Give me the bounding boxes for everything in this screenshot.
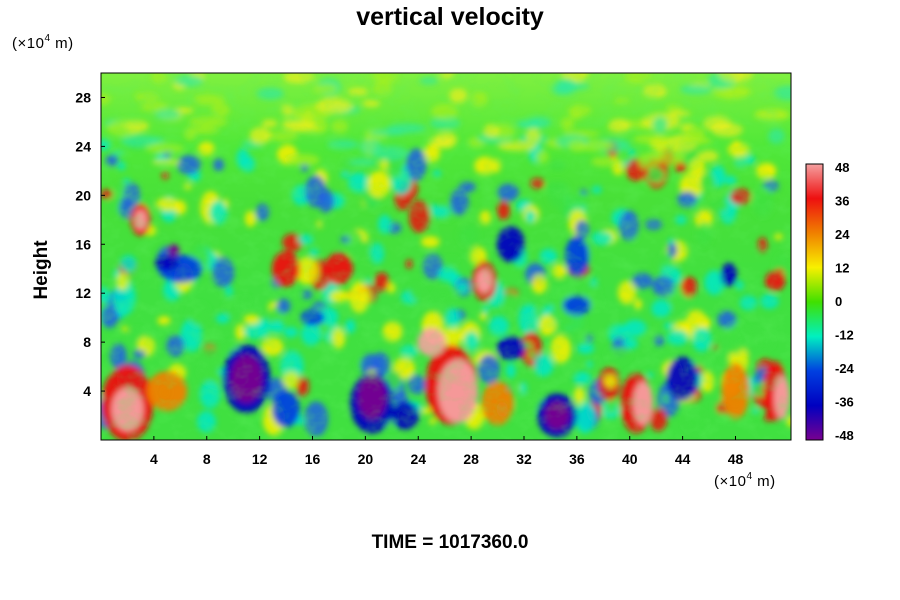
y-tick-label: 8 — [83, 334, 91, 350]
colorbar-label: 24 — [835, 227, 850, 242]
time-label: TIME = 1017360.0 — [371, 532, 529, 553]
chart-title: vertical velocity — [356, 3, 544, 31]
x-axis-unit: (×104 m) — [714, 471, 776, 490]
colorbar-label: 12 — [835, 261, 849, 276]
x-tick-label: 44 — [675, 451, 691, 467]
y-tick-label: 24 — [75, 138, 91, 154]
colorbar-label: -24 — [835, 361, 855, 376]
colorbar-label: -12 — [835, 328, 854, 343]
velocity-field — [101, 73, 791, 440]
y-tick-label: 28 — [75, 89, 91, 105]
colorbar-label: 36 — [835, 194, 849, 209]
colorbar: 48 36 24 12 0 -12 -24 -36 -48 — [805, 160, 855, 443]
colorbar-label: 48 — [835, 160, 849, 175]
x-tick-label: 40 — [622, 451, 638, 467]
x-tick-label: 20 — [358, 451, 374, 467]
colorbar-label: -36 — [835, 395, 854, 410]
x-axis: 4 8 12 16 20 24 28 32 36 40 44 48 — [150, 436, 744, 467]
y-tick-label: 16 — [75, 236, 91, 252]
colorbar-label: 0 — [835, 294, 842, 309]
y-tick-label: 12 — [75, 285, 91, 301]
x-tick-label: 4 — [150, 451, 158, 467]
y-tick-label: 20 — [75, 187, 91, 203]
x-tick-label: 8 — [203, 451, 211, 467]
x-tick-label: 16 — [305, 451, 321, 467]
x-tick-label: 28 — [463, 451, 479, 467]
y-axis: 4 8 12 16 20 24 28 — [75, 89, 105, 399]
plot-frame — [100, 72, 792, 441]
y-axis-unit: (×104 m) — [12, 33, 74, 52]
x-tick-label: 32 — [516, 451, 532, 467]
colorbar-scale — [805, 163, 824, 441]
y-tick-label: 4 — [83, 383, 91, 399]
x-tick-label: 24 — [410, 451, 426, 467]
x-tick-label: 12 — [252, 451, 268, 467]
x-tick-label: 48 — [728, 451, 744, 467]
x-tick-label: 36 — [569, 451, 585, 467]
colorbar-label: -48 — [835, 428, 854, 443]
